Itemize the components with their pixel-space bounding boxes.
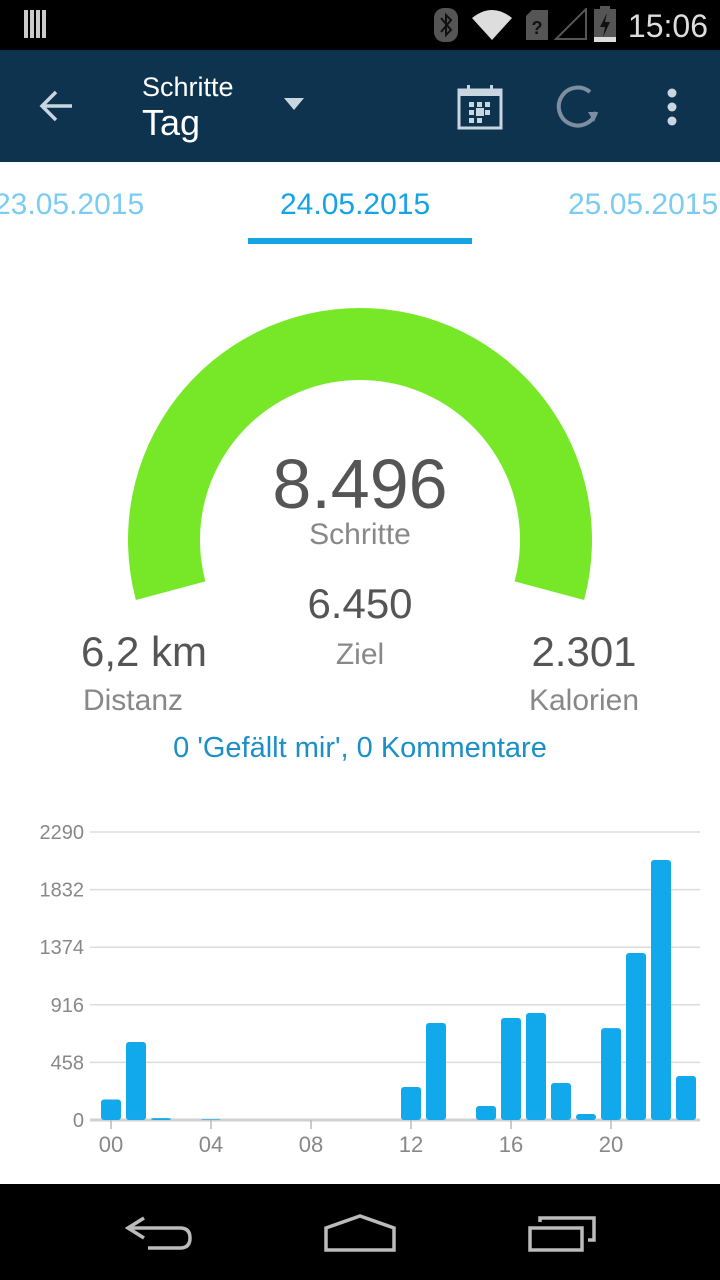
x-tick-label: 12: [399, 1132, 423, 1157]
bar-hour-17: [526, 1012, 546, 1120]
date-tabs: 23.05.2015 24.05.2015 25.05.2015: [0, 162, 720, 252]
hourly-steps-chart: 0 458 916 1374 1832 2290 00 04 08 12 16 20: [40, 822, 700, 1157]
bar-hour-18: [551, 1083, 571, 1120]
gauge-arc: [127, 308, 592, 601]
clock: 15:06: [627, 8, 708, 44]
nav-home-icon[interactable]: [322, 1212, 398, 1254]
x-tick-label: 20: [599, 1132, 623, 1157]
bar-hour-02: [151, 1118, 171, 1120]
y-tick-label: 1832: [40, 880, 85, 902]
signal-icon: [554, 8, 587, 40]
back-arrow-icon[interactable]: [38, 88, 74, 124]
x-tick-label: 08: [299, 1132, 323, 1157]
y-tick-label: 458: [51, 1052, 84, 1074]
bar-hour-13: [426, 1023, 446, 1120]
likes-comments-link[interactable]: 0 'Gefällt mir', 0 Kommentare: [173, 732, 547, 764]
svg-text:?: ?: [532, 18, 543, 38]
x-tick-label: 00: [99, 1132, 123, 1157]
goal-label: Ziel: [335, 638, 385, 671]
bar-hour-04: [201, 1119, 221, 1120]
bar-hour-15: [476, 1106, 496, 1120]
nav-recents-icon[interactable]: [526, 1214, 600, 1254]
goal-gauge: [127, 308, 592, 601]
navigation-bar: [0, 1184, 720, 1280]
active-tab-indicator: [248, 238, 472, 244]
bar-hour-00: [101, 1099, 121, 1120]
calories-label: Kalorien: [528, 684, 640, 717]
toolbar: Schritte Tag: [0, 50, 720, 162]
x-tick-label: 04: [199, 1132, 223, 1157]
tab-current-date[interactable]: 24.05.2015: [280, 188, 431, 221]
y-tick-label: 916: [51, 995, 84, 1017]
distance-value: 6,2 km: [80, 628, 208, 675]
toolbar-subtitle: Schritte: [142, 72, 234, 102]
calories-value: 2.301: [531, 628, 637, 675]
steps-value: 8.496: [272, 445, 448, 523]
sim-unknown-icon: ?: [526, 10, 548, 40]
wifi-icon: [472, 10, 512, 40]
bar-hour-22: [651, 860, 671, 1120]
dropdown-icon: [284, 98, 304, 110]
bar-hour-21: [626, 952, 646, 1120]
steps-label: Schritte: [309, 518, 411, 551]
status-bar: ? 15:06: [0, 0, 720, 50]
tab-prev-date[interactable]: 23.05.2015: [0, 188, 145, 221]
battery-charging-icon: [594, 6, 616, 42]
barcode-icon: [24, 10, 46, 38]
x-tick-label: 16: [499, 1132, 523, 1157]
bar-hour-19: [576, 1113, 596, 1120]
toolbar-title: Tag: [142, 102, 201, 143]
refresh-icon[interactable]: [554, 84, 602, 132]
distance-label: Distanz: [82, 684, 184, 717]
bar-hour-23: [676, 1075, 696, 1120]
y-tick-label: 0: [73, 1110, 84, 1132]
bluetooth-icon: [434, 8, 458, 42]
goal-value: 6.450: [307, 580, 413, 627]
bar-hour-20: [601, 1028, 621, 1120]
nav-back-icon[interactable]: [124, 1214, 194, 1254]
y-tick-label: 2290: [40, 822, 85, 844]
overflow-menu-icon[interactable]: [664, 88, 680, 126]
calendar-icon[interactable]: [457, 84, 503, 130]
y-tick-label: 1374: [40, 937, 85, 959]
bar-hour-16: [501, 1018, 521, 1120]
bar-hour-01: [126, 1042, 146, 1120]
bar-hour-12: [401, 1087, 421, 1120]
tab-next-date[interactable]: 25.05.2015: [568, 188, 719, 221]
